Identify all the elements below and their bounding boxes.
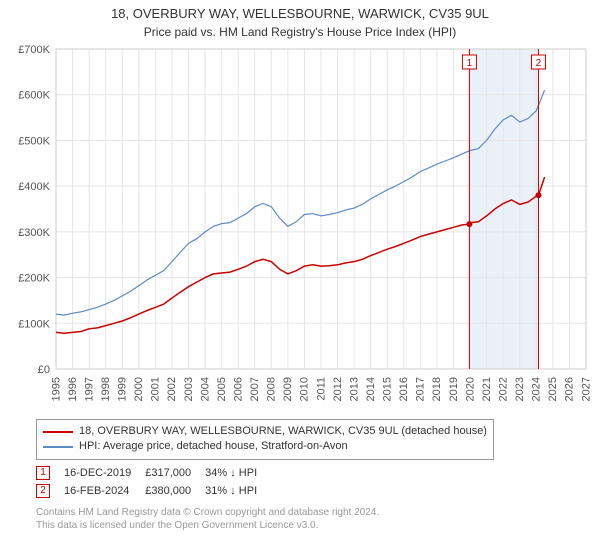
- legend-swatch: [43, 446, 73, 448]
- legend-swatch: [43, 431, 73, 433]
- svg-text:2026: 2026: [564, 377, 576, 401]
- svg-text:2000: 2000: [133, 377, 145, 401]
- svg-text:2004: 2004: [199, 377, 211, 401]
- svg-text:2010: 2010: [299, 377, 311, 401]
- svg-text:£600K: £600K: [18, 90, 50, 102]
- svg-text:2007: 2007: [249, 377, 261, 401]
- chart-svg: £0 £100K £200K £300K £400K £500K £600K £700K 199…: [6, 43, 594, 413]
- svg-text:2001: 2001: [150, 377, 162, 401]
- svg-text:2020: 2020: [464, 377, 476, 401]
- marker-badge: 1: [36, 466, 50, 480]
- footnote-line2: This data is licensed under the Open Gov…: [36, 519, 594, 532]
- svg-text:2022: 2022: [497, 377, 509, 401]
- svg-text:1995: 1995: [50, 377, 62, 401]
- svg-text:2024: 2024: [531, 377, 543, 401]
- svg-text:£300K: £300K: [18, 227, 50, 239]
- legend-row: HPI: Average price, detached house, Stra…: [43, 439, 487, 454]
- svg-text:2019: 2019: [448, 377, 460, 401]
- marker-date: 16-DEC-2019: [64, 464, 145, 482]
- legend-label: 18, OVERBURY WAY, WELLESBOURNE, WARWICK,…: [79, 424, 487, 439]
- svg-text:£0: £0: [38, 364, 50, 376]
- svg-text:2025: 2025: [547, 377, 559, 401]
- marker-row: 1 16-DEC-2019£317,00034% ↓ HPI: [36, 464, 271, 482]
- legend: 18, OVERBURY WAY, WELLESBOURNE, WARWICK,…: [36, 419, 494, 460]
- svg-text:£700K: £700K: [18, 44, 50, 56]
- legend-label: HPI: Average price, detached house, Stra…: [79, 439, 348, 454]
- svg-text:1: 1: [467, 58, 473, 69]
- chart-title: 18, OVERBURY WAY, WELLESBOURNE, WARWICK,…: [6, 6, 594, 23]
- footnote: Contains HM Land Registry data © Crown c…: [36, 506, 594, 532]
- svg-text:2011: 2011: [315, 377, 327, 401]
- svg-text:2008: 2008: [266, 377, 278, 401]
- svg-text:2016: 2016: [398, 377, 410, 401]
- marker-delta: 31% ↓ HPI: [205, 482, 271, 500]
- marker-price: £380,000: [145, 482, 205, 500]
- legend-row: 18, OVERBURY WAY, WELLESBOURNE, WARWICK,…: [43, 424, 487, 439]
- markers-table: 1 16-DEC-2019£317,00034% ↓ HPI 2 16-FEB-202…: [36, 464, 271, 500]
- svg-text:2018: 2018: [431, 377, 443, 401]
- svg-text:2005: 2005: [216, 377, 228, 401]
- chart-area: £0 £100K £200K £300K £400K £500K £600K £700K 199…: [6, 43, 594, 413]
- svg-text:£500K: £500K: [18, 135, 50, 147]
- svg-text:2017: 2017: [415, 377, 427, 401]
- svg-text:1999: 1999: [117, 377, 129, 401]
- marker-price: £317,000: [145, 464, 205, 482]
- marker-delta: 34% ↓ HPI: [205, 464, 271, 482]
- svg-text:2014: 2014: [365, 377, 377, 401]
- marker-date: 16-FEB-2024: [64, 482, 145, 500]
- marker-row: 2 16-FEB-2024£380,00031% ↓ HPI: [36, 482, 271, 500]
- footnote-line1: Contains HM Land Registry data © Crown c…: [36, 506, 594, 519]
- svg-text:2006: 2006: [232, 377, 244, 401]
- svg-text:2: 2: [536, 58, 542, 69]
- marker-badge: 2: [36, 484, 50, 498]
- svg-text:1998: 1998: [100, 377, 112, 401]
- svg-text:1997: 1997: [83, 377, 95, 401]
- svg-text:2021: 2021: [481, 377, 493, 401]
- svg-text:2012: 2012: [332, 377, 344, 401]
- svg-text:2002: 2002: [166, 377, 178, 401]
- chart-subtitle: Price paid vs. HM Land Registry's House …: [6, 25, 594, 39]
- svg-text:2027: 2027: [580, 377, 592, 401]
- svg-text:2013: 2013: [348, 377, 360, 401]
- svg-text:£200K: £200K: [18, 272, 50, 284]
- svg-text:2003: 2003: [183, 377, 195, 401]
- svg-text:2023: 2023: [514, 377, 526, 401]
- svg-text:1996: 1996: [67, 377, 79, 401]
- svg-text:£400K: £400K: [18, 181, 50, 193]
- svg-text:£100K: £100K: [18, 318, 50, 330]
- svg-text:2009: 2009: [282, 377, 294, 401]
- svg-text:2015: 2015: [382, 377, 394, 401]
